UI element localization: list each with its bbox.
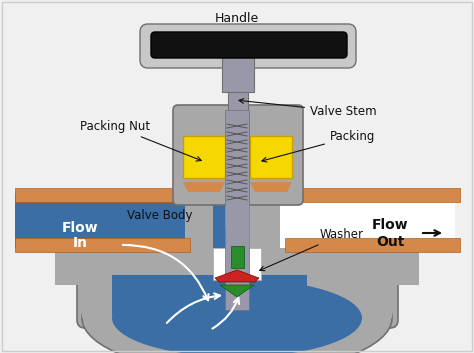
- Bar: [228, 40, 248, 130]
- Polygon shape: [220, 285, 254, 297]
- Bar: [213, 248, 261, 280]
- Ellipse shape: [311, 228, 401, 288]
- Polygon shape: [183, 182, 225, 192]
- Text: Out: Out: [376, 235, 404, 249]
- Ellipse shape: [60, 234, 130, 282]
- Text: Handle: Handle: [215, 12, 259, 24]
- Text: Valve Stem: Valve Stem: [239, 98, 377, 118]
- Bar: [225, 110, 249, 310]
- Polygon shape: [250, 182, 292, 192]
- Text: Flow: Flow: [372, 218, 408, 232]
- Ellipse shape: [82, 263, 392, 353]
- FancyBboxPatch shape: [140, 24, 356, 68]
- Text: Packing Nut: Packing Nut: [80, 120, 201, 161]
- Ellipse shape: [73, 228, 163, 288]
- Text: Valve Body: Valve Body: [127, 209, 193, 221]
- FancyBboxPatch shape: [173, 105, 303, 205]
- FancyBboxPatch shape: [15, 238, 190, 252]
- Bar: [15, 193, 225, 248]
- Text: Flow: Flow: [62, 221, 98, 235]
- Bar: [245, 193, 455, 248]
- Ellipse shape: [112, 279, 362, 353]
- Bar: [185, 198, 213, 248]
- FancyBboxPatch shape: [151, 32, 347, 58]
- Polygon shape: [215, 270, 259, 282]
- Text: In: In: [73, 236, 88, 250]
- FancyBboxPatch shape: [15, 188, 190, 202]
- Text: Packing: Packing: [262, 130, 375, 162]
- Bar: [183, 136, 225, 178]
- Bar: [15, 198, 185, 248]
- Bar: [112, 275, 307, 315]
- Bar: [222, 57, 254, 92]
- Bar: [231, 246, 244, 268]
- Bar: [250, 136, 292, 178]
- FancyBboxPatch shape: [285, 238, 460, 252]
- Bar: [82, 263, 392, 318]
- FancyBboxPatch shape: [285, 188, 460, 202]
- Bar: [55, 230, 419, 285]
- FancyBboxPatch shape: [77, 232, 398, 328]
- Text: Washer: Washer: [260, 228, 364, 271]
- Ellipse shape: [345, 234, 415, 282]
- Bar: [250, 198, 280, 248]
